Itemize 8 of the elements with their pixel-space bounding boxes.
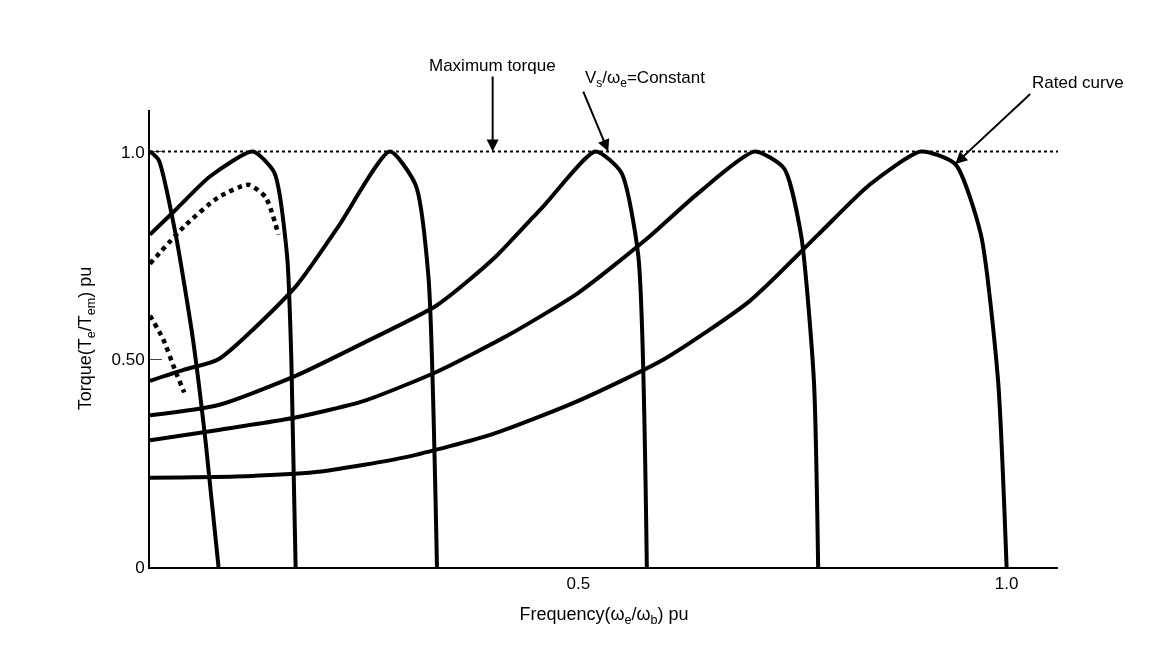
x-tick-label: 0.5 (566, 574, 591, 594)
annotation: V$_{s}$/ω$_{e}$=Constant (585, 68, 706, 90)
x-axis-title: Frequency(ω$_{e}$/ω$_{b}$) pu (519, 604, 689, 627)
annotation: Rated curve (1032, 73, 1124, 92)
y-tick-label: 1.0 (120, 142, 145, 162)
annotation: Maximum torque (429, 56, 556, 75)
y-tick-label: 0.50 (111, 350, 145, 370)
y-tick-label: 0 (135, 557, 145, 577)
